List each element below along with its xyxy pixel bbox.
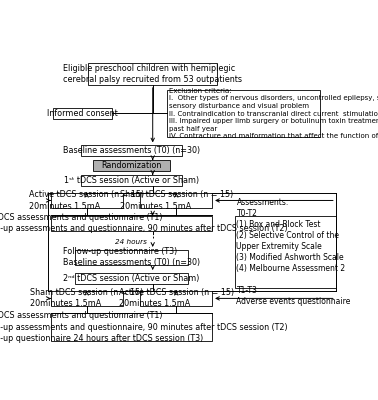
FancyBboxPatch shape [235, 216, 336, 288]
FancyBboxPatch shape [81, 145, 182, 156]
FancyBboxPatch shape [140, 291, 212, 306]
FancyBboxPatch shape [51, 193, 122, 208]
FancyBboxPatch shape [75, 273, 188, 284]
FancyBboxPatch shape [51, 313, 212, 341]
FancyBboxPatch shape [51, 216, 212, 231]
FancyBboxPatch shape [167, 90, 320, 137]
Text: 24 hours: 24 hours [115, 239, 147, 245]
FancyBboxPatch shape [93, 160, 170, 171]
Text: 1ˢᵗ tDCS session (Active or Sham): 1ˢᵗ tDCS session (Active or Sham) [64, 176, 199, 185]
Text: Active tDCS session (n = 15)
20minutes 1.5mA: Active tDCS session (n = 15) 20minutes 1… [29, 190, 144, 210]
Text: Post-tDCS assessments and questionnaire (T1)
Follow-up assessments and questionn: Post-tDCS assessments and questionnaire … [0, 213, 288, 233]
Text: 2ⁿᵈ tDCS session (Active or Sham): 2ⁿᵈ tDCS session (Active or Sham) [63, 274, 200, 283]
Text: Sham tDCS session (n = 15)
20minutes 1.5mA: Sham tDCS session (n = 15) 20minutes 1.5… [120, 190, 233, 210]
Text: Randomization: Randomization [101, 161, 162, 170]
Text: Exclusion criteria:
I.  Other types of nervous disorders, uncontrolled epilepsy,: Exclusion criteria: I. Other types of ne… [169, 88, 378, 139]
Text: Post-tDCS assessments and questionnaire (T1)
Follow-up assessments and questionn: Post-tDCS assessments and questionnaire … [0, 312, 288, 343]
FancyBboxPatch shape [51, 291, 122, 306]
FancyBboxPatch shape [53, 108, 112, 119]
FancyBboxPatch shape [81, 175, 182, 186]
Text: Follow-up questionnaire (T3)
Baseline assessments (T0) (n=30): Follow-up questionnaire (T3) Baseline as… [63, 247, 200, 268]
Text: Informed consent: Informed consent [47, 109, 118, 118]
Text: Assessments:
T0-T2
(1) Box and Block Test
(2) Selective Control of the
Upper Ext: Assessments: T0-T2 (1) Box and Block Tes… [237, 198, 351, 306]
FancyBboxPatch shape [140, 193, 212, 208]
Text: Baseline assessments (T0) (n=30): Baseline assessments (T0) (n=30) [63, 146, 200, 155]
Text: Active tDCS session (n = 15)
20minutes 1.5mA: Active tDCS session (n = 15) 20minutes 1… [119, 288, 234, 308]
Text: Eligible preschool children with hemiplegic
cerebral palsy recruited from 53 out: Eligible preschool children with hemiple… [63, 64, 242, 84]
FancyBboxPatch shape [88, 63, 217, 85]
Text: Sham tDCS session (n = 15)
20minutes 1.5mA: Sham tDCS session (n = 15) 20minutes 1.5… [30, 288, 143, 308]
FancyBboxPatch shape [75, 250, 188, 265]
